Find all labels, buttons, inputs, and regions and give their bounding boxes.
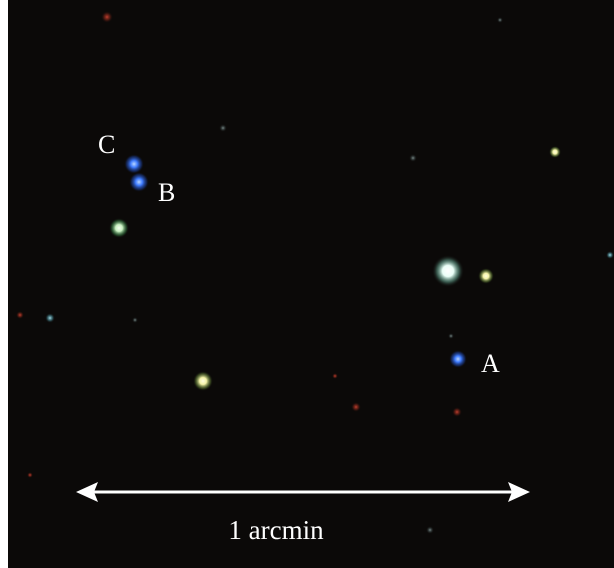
faint-red-star — [27, 472, 33, 478]
yellow-star — [549, 146, 561, 158]
scale-bar — [76, 482, 530, 502]
faint-star — [426, 526, 434, 534]
bright-stars — [109, 146, 561, 391]
faint-star — [219, 124, 227, 132]
faint-red-star — [452, 407, 462, 417]
faint-teal-star — [45, 313, 55, 323]
scale-bar-left-arrowhead — [76, 482, 98, 502]
label-a: A — [481, 349, 500, 378]
bright-white-star — [432, 255, 464, 287]
yellow-star — [193, 371, 213, 391]
faint-star — [497, 17, 503, 23]
object-a-star — [449, 350, 467, 368]
object-c-star — [124, 154, 144, 174]
faint-star — [409, 154, 417, 162]
faint-teal-star — [606, 251, 614, 259]
faint-red-star — [351, 402, 361, 412]
yellow-star — [478, 268, 494, 284]
faint-red-star — [16, 311, 24, 319]
faint-red-star — [101, 11, 113, 23]
faint-stars — [16, 11, 614, 534]
faint-star — [132, 317, 138, 323]
sky-background — [8, 0, 614, 568]
object-b-star — [129, 172, 149, 192]
scale-bar-right-arrowhead — [508, 482, 530, 502]
faint-star — [448, 333, 454, 339]
scale-bar-label: 1 arcmin — [228, 515, 324, 545]
label-c: C — [98, 130, 115, 159]
faint-red-star — [332, 373, 338, 379]
label-b: B — [158, 178, 175, 207]
green-white-star — [109, 218, 129, 238]
labelled-objects — [124, 154, 467, 368]
